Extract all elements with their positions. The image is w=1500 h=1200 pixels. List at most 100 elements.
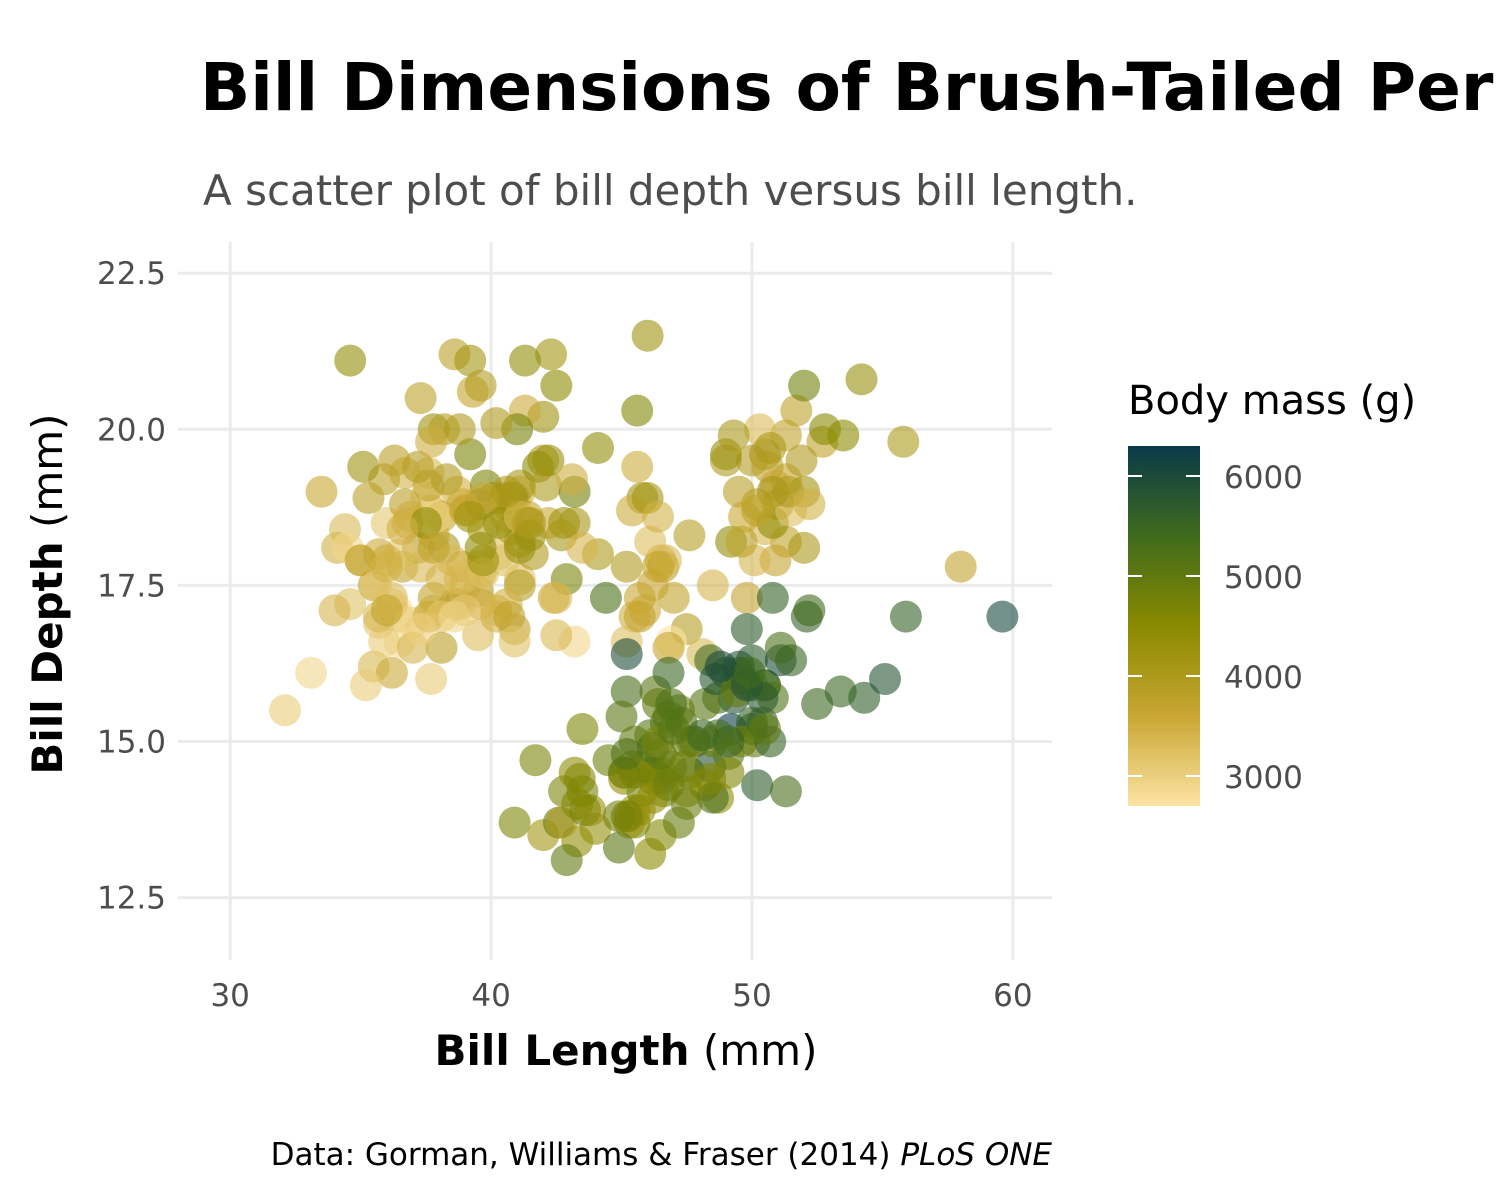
data-point	[652, 631, 685, 664]
data-point	[349, 669, 382, 702]
data-point	[717, 419, 750, 452]
data-point	[730, 613, 763, 646]
x-axis-title: Bill Length (mm)	[435, 1026, 818, 1075]
data-point	[741, 494, 774, 527]
data-point	[869, 663, 901, 695]
data-point	[673, 519, 706, 552]
y-tick-label: 20.0	[97, 412, 166, 448]
data-point	[490, 475, 523, 508]
data-point	[493, 600, 526, 633]
data-point	[425, 631, 458, 664]
data-point	[741, 769, 774, 802]
data-point	[417, 531, 450, 564]
data-point	[370, 550, 403, 583]
data-point	[610, 550, 643, 583]
data-point	[514, 507, 547, 539]
data-point	[347, 450, 380, 483]
data-point	[662, 806, 695, 839]
data-point	[449, 594, 481, 627]
x-axis-title-unit: (mm)	[690, 1026, 818, 1075]
data-point	[269, 694, 301, 727]
data-point	[657, 713, 690, 745]
data-point	[793, 488, 826, 521]
data-point	[749, 713, 781, 745]
y-axis-title-bold: Bill Depth	[23, 541, 72, 774]
data-point	[602, 800, 635, 833]
data-point	[566, 713, 599, 745]
legend-tick-label: 6000	[1224, 460, 1303, 496]
x-axis-ticks: 30 40 50 60	[210, 978, 1032, 1014]
data-point	[944, 550, 977, 583]
grid	[178, 242, 1052, 960]
data-point	[686, 719, 719, 752]
data-point	[404, 613, 437, 646]
chart-subtitle: A scatter plot of bill depth versus bill…	[203, 166, 1137, 215]
data-point	[305, 475, 338, 508]
data-point	[730, 581, 763, 614]
data-point	[652, 656, 685, 689]
data-point	[655, 688, 688, 720]
caption-journal: PLoS ONE	[900, 1137, 1052, 1173]
data-point	[352, 482, 385, 514]
legend-tick-label: 5000	[1224, 560, 1303, 596]
data-point	[344, 544, 377, 577]
data-point	[754, 432, 787, 464]
data-point	[824, 675, 857, 708]
data-point	[425, 563, 458, 596]
data-point	[696, 569, 729, 602]
data-point	[415, 425, 448, 458]
data-point	[610, 675, 643, 708]
data-point	[610, 638, 643, 671]
data-point	[540, 369, 573, 402]
data-point	[556, 463, 588, 496]
data-point	[845, 363, 878, 396]
data-point	[318, 594, 351, 627]
legend-title: Body mass (g)	[1128, 378, 1416, 424]
legend-ticks: 3000 4000 5000 6000	[1128, 460, 1303, 796]
y-axis-title-unit: (mm)	[23, 413, 72, 541]
y-axis-title: Bill Depth (mm)	[23, 413, 72, 774]
data-point	[334, 344, 367, 377]
data-point	[480, 407, 513, 440]
data-point	[535, 338, 568, 371]
caption-prefix: Data: Gorman, Williams & Fraser (2014)	[271, 1137, 901, 1173]
data-point	[532, 444, 565, 477]
points-layer	[269, 319, 1019, 877]
legend-color-bar	[1128, 446, 1200, 806]
data-point	[368, 625, 401, 658]
y-tick-label: 17.5	[97, 568, 166, 604]
data-point	[746, 681, 779, 714]
data-point	[623, 600, 656, 633]
data-point	[295, 656, 328, 689]
y-tick-label: 12.5	[97, 881, 166, 917]
data-point	[725, 525, 758, 558]
data-point	[509, 344, 541, 377]
data-point	[498, 806, 531, 839]
data-point	[769, 775, 802, 808]
data-point	[550, 844, 583, 877]
data-point	[689, 688, 721, 720]
data-point	[788, 531, 821, 564]
data-point	[540, 581, 573, 614]
data-point	[775, 644, 808, 677]
data-point	[454, 438, 487, 471]
y-tick-label: 22.5	[97, 256, 166, 292]
data-point	[454, 500, 487, 533]
data-point	[563, 762, 596, 795]
data-point	[621, 394, 654, 427]
data-point	[498, 625, 531, 658]
legend-tick-label: 3000	[1224, 760, 1303, 796]
data-point	[467, 544, 500, 577]
data-point	[631, 319, 664, 352]
data-point	[610, 738, 643, 770]
data-point	[430, 463, 463, 496]
data-point	[793, 594, 826, 627]
data-point	[642, 500, 674, 533]
data-point	[605, 700, 638, 733]
data-point	[704, 650, 737, 683]
data-point	[986, 600, 1019, 633]
data-point	[652, 769, 685, 802]
x-tick-label: 60	[993, 978, 1032, 1014]
data-point	[529, 469, 562, 502]
data-point	[378, 444, 411, 477]
